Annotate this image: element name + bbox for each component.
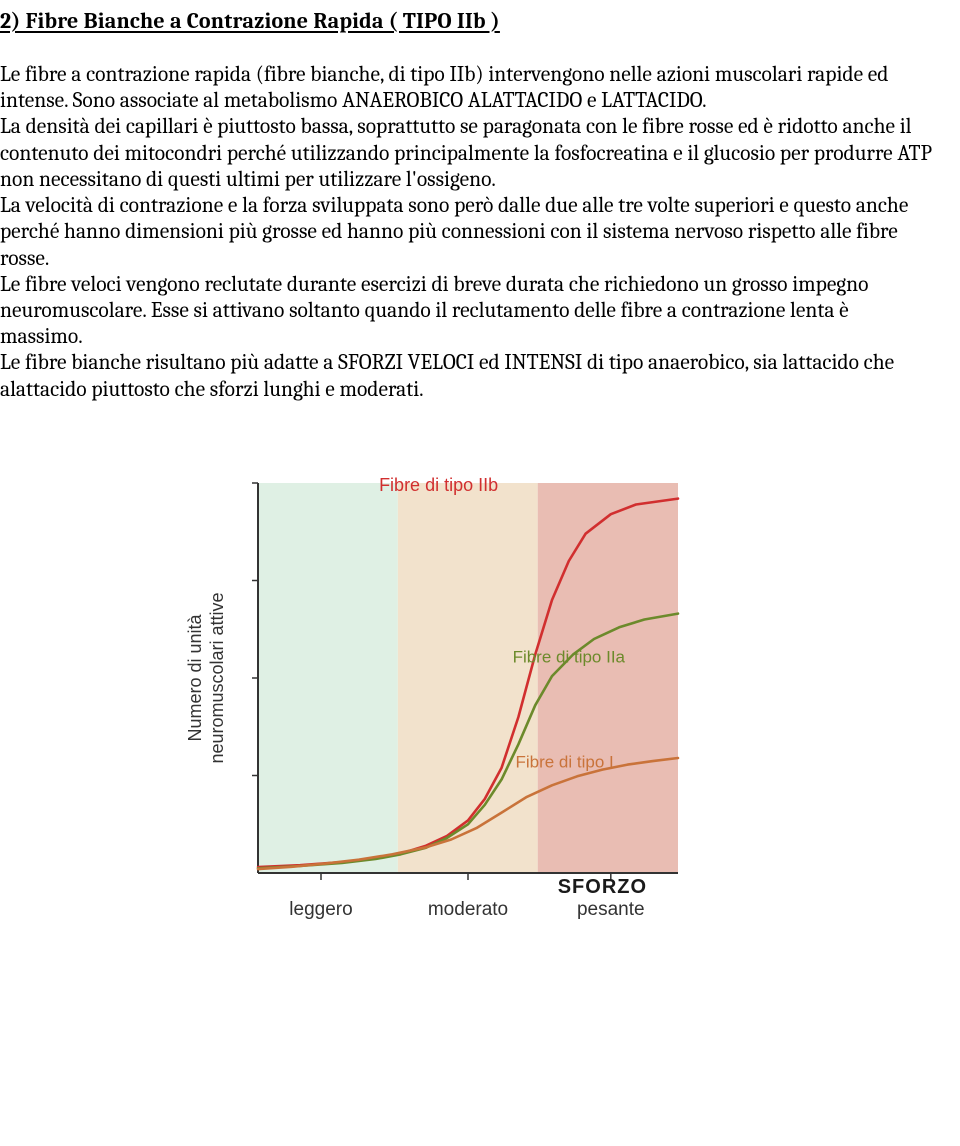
svg-text:neuromuscolari attive: neuromuscolari attive (207, 592, 227, 763)
series-label: Fibre di tipo IIb (379, 475, 498, 495)
body-paragraph: Le fibre a contrazione rapida (fibre bia… (0, 62, 932, 403)
svg-text:leggero: leggero (289, 899, 352, 920)
svg-text:moderato: moderato (428, 899, 508, 920)
section-heading: 2) Fibre Bianche a Contrazione Rapida ( … (0, 8, 932, 34)
svg-text:SFORZO: SFORZO (558, 876, 647, 898)
svg-text:Numero di unità: Numero di unità (185, 613, 205, 741)
series-label: Fibre di tipo I (515, 753, 613, 772)
series-label: Fibre di tipo IIa (513, 647, 626, 666)
svg-text:pesante: pesante (577, 899, 645, 920)
fiber-recruitment-chart: Fibre di tipo IIb Fibre di tipo IIa Fibre … (180, 473, 932, 953)
